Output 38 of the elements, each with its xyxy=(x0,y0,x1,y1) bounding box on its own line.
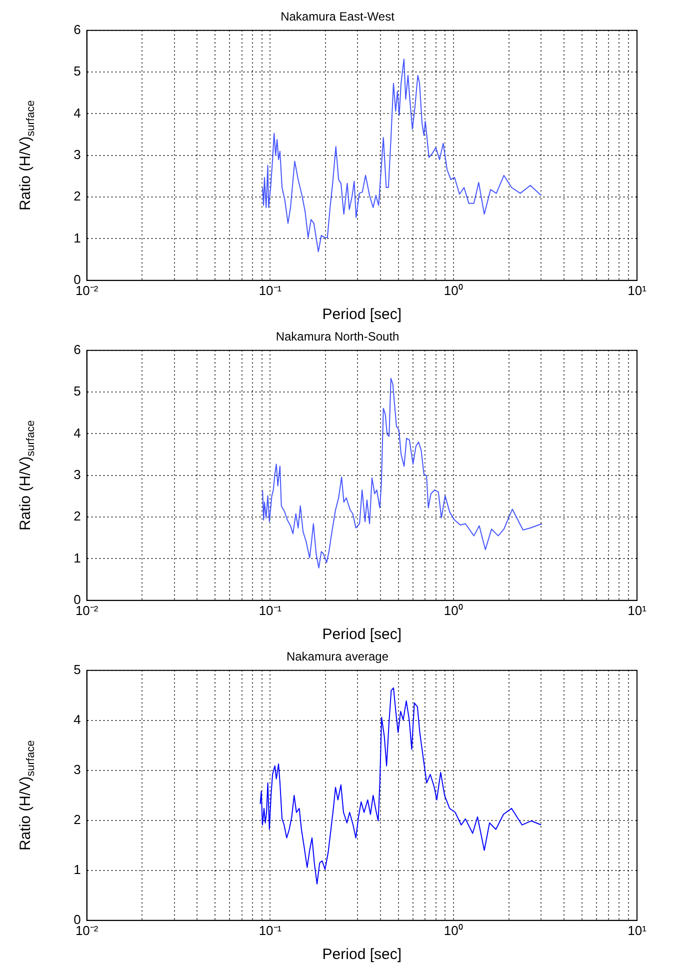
y-tick-label: 2 xyxy=(74,812,81,827)
y-tick-label: 1 xyxy=(74,862,81,877)
x-tick-label: 10⁰ xyxy=(444,602,464,618)
y-axis-title: Ratio (H/V)surface xyxy=(17,100,38,211)
y-tick-label: 5 xyxy=(74,662,81,677)
x-tick-label: 10⁰ xyxy=(444,282,464,298)
x-axis-title: Period [sec] xyxy=(322,946,402,964)
y-axis-title: Ratio (H/V)surface xyxy=(17,420,38,531)
y-axis-title: Ratio (H/V)surface xyxy=(17,740,38,851)
x-tick-label: 10⁰ xyxy=(444,922,464,938)
chart-title: Nakamura North-South xyxy=(276,330,400,344)
x-tick-label: 10⁻¹ xyxy=(258,282,282,298)
y-tick-label: 5 xyxy=(74,64,81,79)
y-tick-label: 4 xyxy=(74,105,81,120)
y-tick-label: 1 xyxy=(74,230,81,246)
y-tick-label: 2 xyxy=(74,188,81,204)
y-tick-label: 4 xyxy=(74,425,81,440)
x-tick-label: 10¹ xyxy=(628,602,648,618)
y-tick-label: 1 xyxy=(74,550,81,566)
y-tick-label: 0 xyxy=(74,912,81,927)
x-tick-label: 10¹ xyxy=(628,282,648,298)
y-tick-label: 3 xyxy=(74,466,81,482)
y-tick-label: 5 xyxy=(74,384,81,399)
y-tick-label: 6 xyxy=(74,342,81,357)
y-tick-label: 2 xyxy=(74,508,81,524)
y-tick-label: 3 xyxy=(74,146,81,162)
x-tick-label: 10¹ xyxy=(628,922,648,938)
y-tick-label: 4 xyxy=(74,712,81,727)
chart-title: Nakamura East-West xyxy=(280,10,396,24)
x-axis-title: Period [sec] xyxy=(322,626,402,644)
y-tick-label: 3 xyxy=(74,762,81,777)
x-axis-title: Period [sec] xyxy=(322,306,402,324)
y-tick-label: 0 xyxy=(74,272,81,287)
y-tick-label: 0 xyxy=(74,592,81,607)
x-tick-label: 10⁻¹ xyxy=(258,922,282,938)
x-tick-label: 10⁻¹ xyxy=(258,602,282,618)
chart-title: Nakamura average xyxy=(286,650,389,664)
y-tick-label: 6 xyxy=(74,22,81,37)
